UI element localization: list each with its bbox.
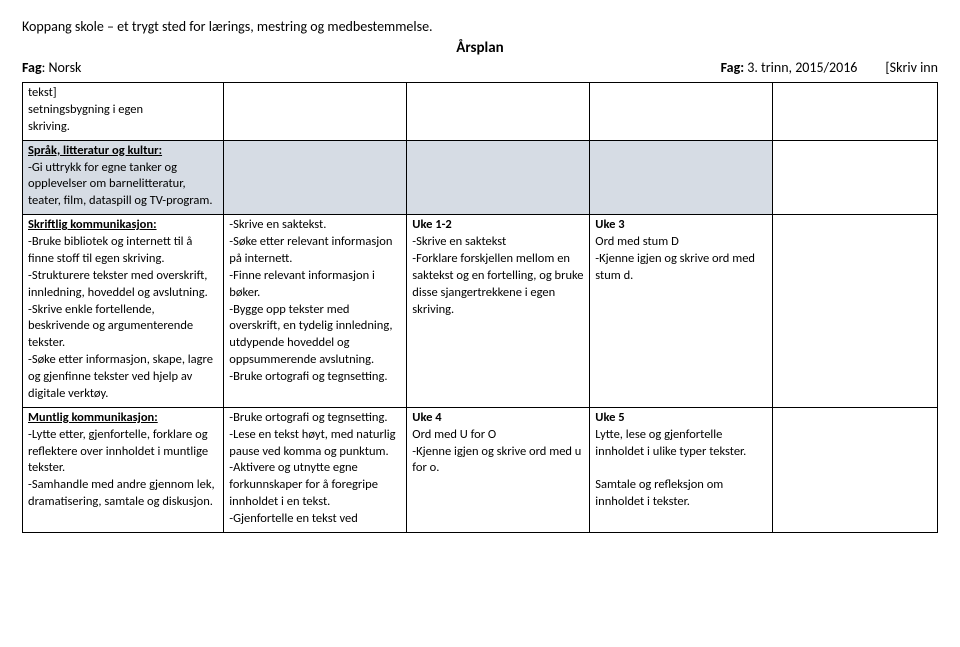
cell-r2c1-body: -Bruke bibliotek og internett til å finn… xyxy=(28,234,213,401)
fag-value-left: : Norsk xyxy=(42,59,82,76)
header-right: Fag: 3. trinn, 2015/2016 [Skriv inn xyxy=(721,59,938,76)
cell-r3c4: Uke 5 Lytte, lese og gjenfortelle innhol… xyxy=(590,407,773,532)
uke-4: Uke 4 xyxy=(412,410,441,425)
fag-value-right: 3. trinn, 2015/2016 xyxy=(744,59,857,76)
cell-r1c1: Språk, litteratur og kultur: -Gi uttrykk… xyxy=(23,140,224,215)
cell-r2c1: Skriftlig kommunikasjon: -Bruke bibliote… xyxy=(23,215,224,408)
fag-label-right: Fag: xyxy=(721,59,744,76)
header-row: Fag: Norsk Fag: 3. trinn, 2015/2016 [Skr… xyxy=(22,59,938,76)
section-head-skriftlig: Skriftlig kommunikasjon: xyxy=(28,217,157,232)
cell-r0c1: tekst]setningsbygning i egenskriving. xyxy=(23,83,224,141)
cell-r3c1-body: -Lytte etter, gjenfortelle, forklare og … xyxy=(28,427,215,510)
cell-r3c2: -Bruke ortografi og tegnsetting.-Lese en… xyxy=(224,407,407,532)
uke-5: Uke 5 xyxy=(595,410,624,425)
uke-3: Uke 3 xyxy=(595,217,624,232)
plan-table: tekst]setningsbygning i egenskriving. Sp… xyxy=(22,82,938,533)
skriv-inn: [Skriv inn xyxy=(885,59,938,76)
table-row: Skriftlig kommunikasjon: -Bruke bibliote… xyxy=(23,215,938,408)
cell-r3c1: Muntlig kommunikasjon: -Lytte etter, gje… xyxy=(23,407,224,532)
cell-r3c3-body: Ord med U for O-Kjenne igjen og skrive o… xyxy=(412,427,581,476)
section-head-sprak: Språk, litteratur og kultur: xyxy=(28,143,162,158)
section-head-muntlig: Muntlig kommunikasjon: xyxy=(28,410,158,425)
cell-r2c3: Uke 1-2 -Skrive en saktekst-Forklare for… xyxy=(407,215,590,408)
table-row: Muntlig kommunikasjon: -Lytte etter, gje… xyxy=(23,407,938,532)
doc-title: Årsplan xyxy=(22,39,938,57)
cell-r2c3-body: -Skrive en saktekst-Forklare forskjellen… xyxy=(412,234,583,317)
cell-r0c2 xyxy=(224,83,407,141)
uke-1-2: Uke 1-2 xyxy=(412,217,451,232)
cell-r1c5 xyxy=(773,140,938,215)
cell-r2c2: -Skrive en saktekst.-Søke etter relevant… xyxy=(224,215,407,408)
fag-label-left: Fag xyxy=(22,59,42,76)
cell-r1c3 xyxy=(407,140,590,215)
cell-r2c4: Uke 3 Ord med stum D-Kjenne igjen og skr… xyxy=(590,215,773,408)
cell-r3c4-body: Lytte, lese og gjenfortelle innholdet i … xyxy=(595,427,746,510)
fag-right: Fag: 3. trinn, 2015/2016 xyxy=(721,59,858,76)
cell-r1c1-body: -Gi uttrykk for egne tanker og opplevels… xyxy=(28,160,213,209)
cell-r1c4 xyxy=(590,140,773,215)
cell-r0c4 xyxy=(590,83,773,141)
cell-r1c2 xyxy=(224,140,407,215)
cell-r0c5 xyxy=(773,83,938,141)
header-left: Fag: Norsk xyxy=(22,59,81,76)
cell-r3c5 xyxy=(773,407,938,532)
school-line: Koppang skole – et trygt sted for læring… xyxy=(22,18,938,35)
cell-r2c4-body: Ord med stum D-Kjenne igjen og skrive or… xyxy=(595,234,755,283)
cell-r3c3: Uke 4 Ord med U for O-Kjenne igjen og sk… xyxy=(407,407,590,532)
table-row: tekst]setningsbygning i egenskriving. xyxy=(23,83,938,141)
cell-r0c3 xyxy=(407,83,590,141)
cell-r2c5 xyxy=(773,215,938,408)
table-row: Språk, litteratur og kultur: -Gi uttrykk… xyxy=(23,140,938,215)
